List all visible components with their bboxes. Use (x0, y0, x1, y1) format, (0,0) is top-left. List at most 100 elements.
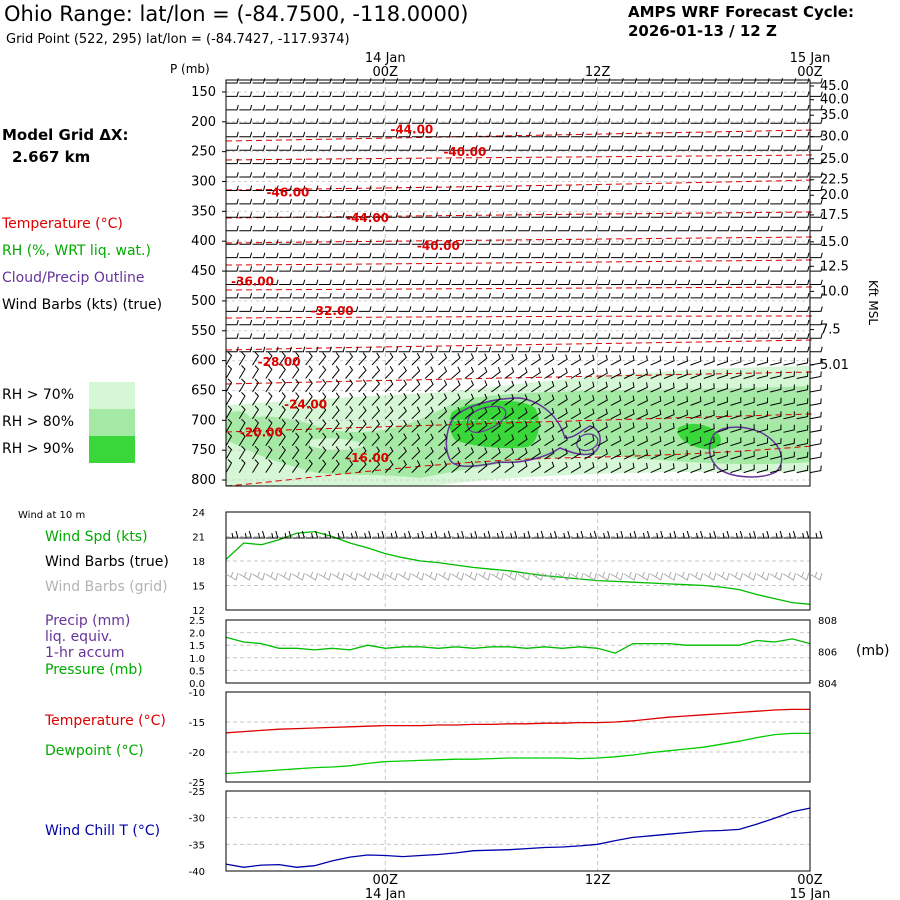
wind-barb (384, 406, 394, 420)
wind-barb (730, 252, 744, 259)
wind-barb (783, 198, 797, 205)
wind-chill-series-wind-chill-t (225, 807, 811, 868)
wind-barb (331, 379, 340, 393)
wind-barb (292, 185, 306, 191)
isotherm-line (225, 259, 813, 266)
wind-barb (398, 131, 412, 138)
wind-barb (796, 212, 810, 218)
wind-barb (756, 464, 768, 474)
wind-barb (610, 145, 624, 151)
wind-barb (239, 158, 253, 165)
wind-barb (637, 395, 648, 406)
wind-barb (637, 158, 651, 165)
wind-barb (743, 104, 757, 111)
surface-barb-true (783, 530, 797, 539)
wind-barb (345, 292, 359, 299)
wind-barb (624, 225, 637, 232)
wind-barb (279, 239, 292, 245)
wind-barb (477, 434, 488, 447)
wind-barb (557, 78, 571, 84)
wind-barb (252, 346, 266, 353)
wind-barb (318, 405, 327, 420)
wind-barb (743, 212, 757, 218)
wind-barb (557, 279, 571, 285)
wind-barb (730, 91, 744, 97)
wind-barb (226, 239, 239, 245)
wind-barb (305, 198, 319, 205)
wind-barb (398, 279, 412, 285)
wind-barb (743, 279, 757, 285)
surface-barb-true (717, 530, 730, 539)
wind-barb (332, 266, 345, 272)
wind-barb (770, 158, 783, 165)
wind-barb (557, 239, 571, 245)
wind-barb (783, 333, 797, 339)
wind-barb (730, 198, 744, 205)
wind-barb (411, 212, 425, 218)
wind-barb (544, 212, 558, 218)
surface-barb-true (226, 530, 239, 539)
wind-barb (332, 158, 345, 165)
wind-barb (331, 446, 340, 460)
wind-barb (305, 225, 319, 232)
wind-barb (570, 381, 582, 393)
wind-barb (385, 306, 399, 312)
wind-barb (770, 212, 783, 218)
wind-barb (451, 172, 465, 178)
legend-rh70-swatch (89, 382, 135, 409)
wind-barb (570, 435, 582, 447)
surface-barb-true (810, 530, 823, 539)
wind-barb (624, 333, 637, 339)
wind-barb (650, 279, 664, 285)
wind-barb (664, 252, 677, 259)
wind-barb (252, 279, 266, 285)
wind-barb (225, 418, 233, 433)
wind-barb (717, 172, 730, 178)
wind-barb (610, 212, 624, 218)
wind-barb (398, 198, 412, 205)
wind-barb (624, 212, 637, 218)
wind-barb (716, 464, 729, 474)
wind-barb (810, 346, 823, 353)
wind-barb (371, 379, 381, 393)
wind-barb (677, 423, 689, 433)
wind-barb (464, 118, 478, 124)
wind-barb (597, 198, 611, 205)
wind-barb (677, 158, 691, 165)
wind-barb (451, 333, 465, 339)
wind-barb (518, 252, 531, 259)
wind-barb (425, 91, 438, 97)
wind-barb (743, 158, 757, 165)
wind-barb (518, 333, 531, 339)
wind-barb (584, 225, 598, 232)
wind-barb (531, 172, 545, 178)
wind-barb (624, 319, 637, 326)
legend-temperature: Temperature (°C) (2, 216, 123, 232)
wind-barb (664, 306, 677, 312)
wind-barb (318, 185, 332, 191)
wind-barb (557, 319, 571, 326)
wind-barb (252, 405, 260, 420)
legend-wind-barbs: Wind Barbs (kts) (true) (2, 297, 163, 313)
wind-barb (531, 185, 545, 191)
wind-barb (597, 319, 611, 326)
isotherm-line (225, 371, 813, 385)
wind-barb (557, 381, 568, 393)
wind-barb (650, 104, 664, 111)
wind-barb (637, 145, 651, 151)
wind-barb (677, 212, 691, 218)
wind-barb (411, 252, 425, 259)
wind-barb (637, 198, 651, 205)
wind-barb (770, 131, 783, 138)
wind-barb (544, 448, 555, 460)
wind-barb (279, 292, 292, 299)
wind-barb (358, 172, 372, 178)
wind-barb (425, 252, 438, 259)
isotherm-label: -40.00 (417, 239, 460, 253)
height-tick-label: 17.5 (820, 208, 849, 223)
wind-barb (265, 185, 279, 191)
pressure-series-pressure (225, 636, 811, 654)
wind-barb (345, 432, 354, 447)
wind-barb (796, 104, 810, 111)
wind-barb (584, 448, 595, 460)
